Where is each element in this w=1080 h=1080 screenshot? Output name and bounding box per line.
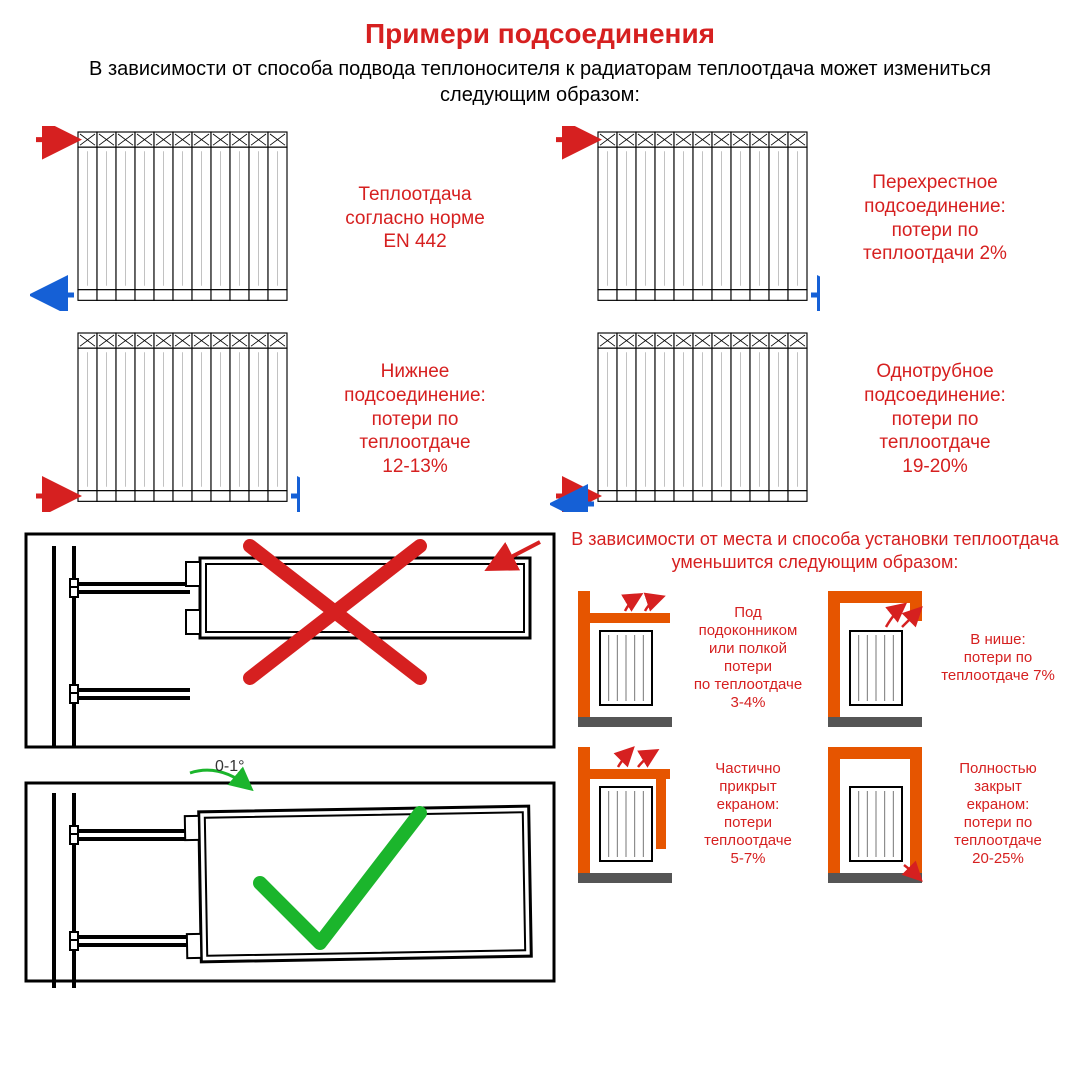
connection-caption: Нижнееподсоединение:потери потеплоотдаче… [300,360,530,479]
subtitle-connection: В зависимости от способа подвода теплоно… [0,56,1080,108]
main-title: Примери подсоединения [0,0,1080,50]
placement-cell: Полностью закрытекраном:потери по теплоо… [820,739,1060,889]
connection-grid: Теплоотдачасогласно нормеEN 442 Перехрест… [0,108,1080,520]
placement-caption: Частично прикрытекраном:потери теплоотда… [680,760,810,868]
placement-icon [820,583,930,733]
connection-cell: Однотрубноеподсоединение:потери потеплоо… [540,319,1060,520]
placement-icon [570,739,680,889]
connection-caption: Перехрестноеподсоединение:потери потепло… [820,171,1050,266]
connection-cell: Нижнееподсоединение:потери потеплоотдаче… [20,319,540,520]
placement-cell: Частично прикрытекраном:потери теплоотда… [570,739,810,889]
subtitle-placement: В зависимости от места и способа установ… [570,528,1060,573]
placement-cell: В нише:потери потеплоотдаче 7% [820,583,1060,733]
connection-caption: Теплоотдачасогласно нормеEN 442 [300,183,530,254]
correct-install-diagram: 0-1° [20,753,560,988]
placement-caption: Полностью закрытекраном:потери по теплоо… [930,760,1060,868]
placement-caption: Под подоконникомили полкойпотерипо тепло… [680,604,810,712]
svg-text:0-1°: 0-1° [215,758,245,775]
wrong-install-diagram [20,528,560,753]
placement-column: В зависимости от места и способа установ… [560,528,1060,988]
placement-caption: В нише:потери потеплоотдаче 7% [930,631,1060,685]
lower-section: 0-1° В зависимости от места и способа ус… [0,520,1080,988]
placement-grid: Под подоконникомили полкойпотерипо тепло… [570,583,1060,889]
placement-icon [570,583,680,733]
connection-caption: Однотрубноеподсоединение:потери потеплоо… [820,360,1050,479]
connection-cell: Перехрестноеподсоединение:потери потепло… [540,118,1060,319]
connection-cell: Теплоотдачасогласно нормеEN 442 [20,118,540,319]
pipe-install-column: 0-1° [20,528,560,988]
placement-cell: Под подоконникомили полкойпотерипо тепло… [570,583,810,733]
placement-icon [820,739,930,889]
